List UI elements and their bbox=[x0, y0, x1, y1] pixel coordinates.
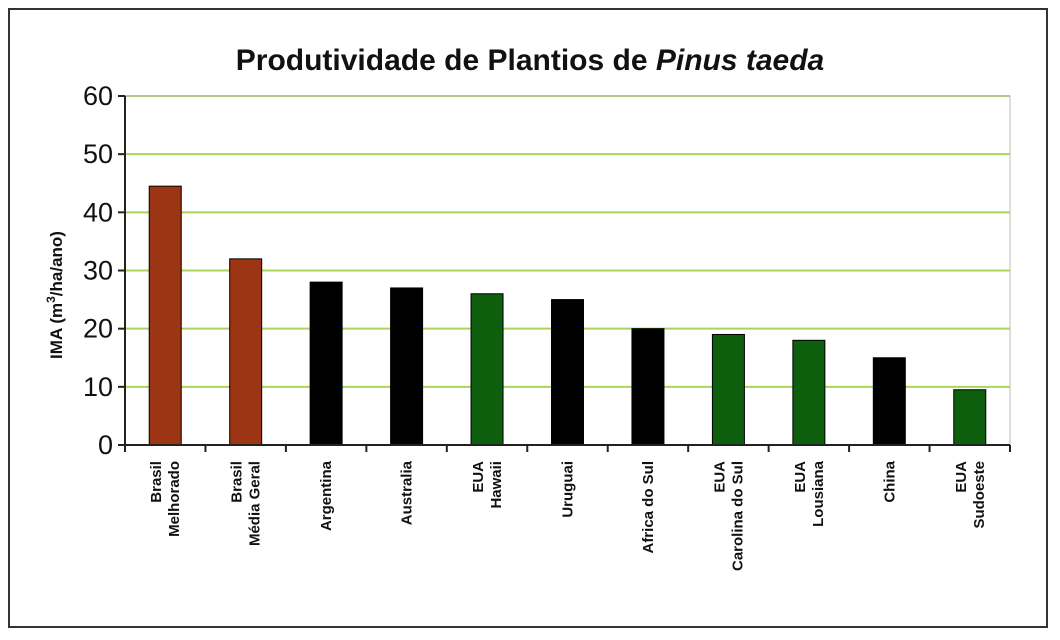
x-tick-label-4: EUA Hawaii bbox=[470, 461, 505, 509]
x-tick-label-9-line-0: China bbox=[881, 460, 898, 502]
x-tick-label-7: EUA Carolina do Sul bbox=[711, 461, 746, 571]
x-tick-label-3: Australia bbox=[399, 460, 416, 525]
x-tick-labels: Brasil Melhorado Brasil Média Geral Argentin… bbox=[148, 460, 988, 571]
x-tick-label-8: EUA Lousiana bbox=[792, 460, 827, 527]
bar-6 bbox=[631, 328, 665, 446]
bar-1 bbox=[229, 258, 263, 446]
bar-5 bbox=[551, 299, 584, 446]
x-tick-label-6: Africa do Sul bbox=[640, 461, 657, 554]
x-tick-label-8-line-0: EUA bbox=[792, 461, 809, 493]
x-tick-label-0: Brasil Melhorado bbox=[148, 461, 183, 537]
y-axis-label-rest: /ha/ano) bbox=[47, 231, 66, 296]
x-tick-label-3-line-0: Australia bbox=[399, 460, 416, 525]
x-tick-label-7-line-0: EUA bbox=[711, 461, 728, 493]
x-tick-label-10-line-1: Sudoeste bbox=[971, 461, 988, 529]
x-tick-label-1: Brasil Média Geral bbox=[229, 461, 264, 546]
y-tick-label-10: 10 bbox=[83, 372, 113, 402]
x-tick-label-4-line-0: EUA bbox=[470, 461, 487, 493]
y-tick-labels: 0 10 20 30 40 50 60 bbox=[83, 81, 113, 460]
x-tick-label-9: China bbox=[881, 460, 898, 502]
chart-title: Produtividade de Plantios de Pinus taeda bbox=[236, 44, 824, 77]
x-tick-label-8-line-1: Lousiana bbox=[810, 460, 827, 527]
chart-frame: Produtividade de Plantios de Pinus taeda… bbox=[8, 8, 1048, 628]
y-axis-label-main: IMA (m bbox=[47, 303, 66, 359]
bar-3 bbox=[390, 287, 424, 446]
bars bbox=[148, 185, 987, 446]
bar-4 bbox=[470, 293, 504, 446]
bar-8 bbox=[792, 339, 826, 446]
chart-title-italic: Pinus taeda bbox=[656, 44, 824, 77]
axes bbox=[118, 95, 1011, 452]
x-tick-label-10-line-0: EUA bbox=[953, 461, 970, 493]
bar-9 bbox=[872, 357, 906, 446]
y-tick-label-60: 60 bbox=[83, 81, 113, 111]
y-tick-label-50: 50 bbox=[83, 139, 113, 169]
x-tick-label-2: Argentina bbox=[318, 460, 335, 531]
bar-chart: Produtividade de Plantios de Pinus taeda… bbox=[44, 44, 1011, 571]
x-tick-label-1-line-1: Média Geral bbox=[247, 461, 264, 546]
y-tick-label-20: 20 bbox=[83, 314, 113, 344]
bar-10 bbox=[953, 389, 987, 446]
y-tick-label-30: 30 bbox=[83, 256, 113, 286]
x-tick-label-2-line-0: Argentina bbox=[318, 460, 335, 531]
bar-2 bbox=[309, 281, 343, 446]
y-axis-label: IMA (m3/ha/ano) bbox=[44, 231, 66, 359]
bar-0 bbox=[148, 185, 182, 446]
x-tick-label-6-line-0: Africa do Sul bbox=[640, 461, 657, 554]
y-tick-label-40: 40 bbox=[83, 197, 113, 227]
x-tick-label-0-line-1: Melhorado bbox=[166, 461, 183, 537]
y-axis-label-sup: 3 bbox=[44, 296, 58, 303]
x-tick-label-4-line-1: Hawaii bbox=[488, 461, 505, 509]
x-tick-label-7-line-1: Carolina do Sul bbox=[729, 461, 746, 571]
x-tick-label-5-line-0: Uruguai bbox=[560, 461, 577, 518]
bar-7 bbox=[711, 333, 745, 446]
x-tick-label-10: EUA Sudoeste bbox=[953, 461, 988, 529]
y-tick-label-0: 0 bbox=[98, 430, 113, 460]
x-tick-label-0-line-0: Brasil bbox=[148, 461, 165, 503]
x-tick-label-5: Uruguai bbox=[560, 461, 577, 518]
x-tick-label-1-line-0: Brasil bbox=[229, 461, 246, 503]
chart-title-main: Produtividade de Plantios de bbox=[236, 44, 656, 77]
